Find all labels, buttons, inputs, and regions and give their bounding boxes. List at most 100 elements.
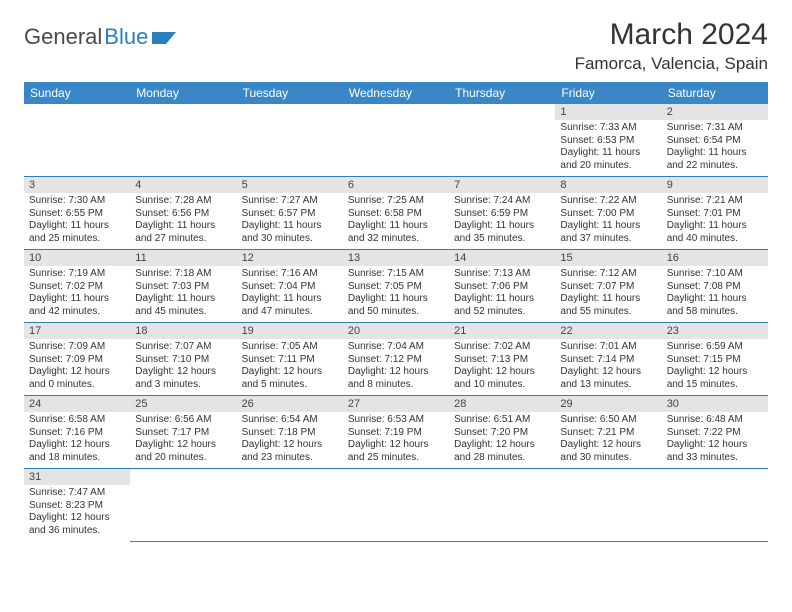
day-info: Sunrise: 7:22 AMSunset: 7:00 PMDaylight:… [555,193,661,249]
calendar-day-cell: 25Sunrise: 6:56 AMSunset: 7:17 PMDayligh… [130,396,236,469]
day-info-line: Daylight: 11 hours [560,147,656,160]
day-info-line: Sunset: 6:53 PM [560,135,656,148]
calendar-empty-cell [237,104,343,177]
logo-text-2: Blue [104,24,148,50]
calendar-day-cell: 11Sunrise: 7:18 AMSunset: 7:03 PMDayligh… [130,250,236,323]
day-info-line: Sunset: 7:18 PM [242,427,338,440]
calendar-day-cell: 4Sunrise: 7:28 AMSunset: 6:56 PMDaylight… [130,177,236,250]
day-info-line: Sunset: 8:23 PM [29,500,125,513]
day-info-line: Daylight: 11 hours [667,147,763,160]
day-info-line: Daylight: 11 hours [242,293,338,306]
day-info-line: and 18 minutes. [29,452,125,465]
day-info-line: Sunset: 7:15 PM [667,354,763,367]
day-info-line: Daylight: 12 hours [242,366,338,379]
day-number: 16 [662,250,768,266]
day-info-line: Daylight: 12 hours [135,366,231,379]
day-info-line: Sunset: 7:09 PM [29,354,125,367]
day-info-line: Sunrise: 6:58 AM [29,414,125,427]
day-info-line: Sunset: 7:14 PM [560,354,656,367]
day-info-line: Sunrise: 7:13 AM [454,268,550,281]
calendar-week-row: 24Sunrise: 6:58 AMSunset: 7:16 PMDayligh… [24,396,768,469]
day-info-line: and 20 minutes. [560,160,656,173]
day-number: 29 [555,396,661,412]
weekday-header: Thursday [449,82,555,104]
day-info-line: Daylight: 12 hours [348,366,444,379]
calendar-day-cell: 26Sunrise: 6:54 AMSunset: 7:18 PMDayligh… [237,396,343,469]
day-number: 31 [24,469,130,485]
day-info-line: Sunset: 6:55 PM [29,208,125,221]
calendar-day-cell: 22Sunrise: 7:01 AMSunset: 7:14 PMDayligh… [555,323,661,396]
calendar-day-cell: 29Sunrise: 6:50 AMSunset: 7:21 PMDayligh… [555,396,661,469]
calendar-day-cell: 14Sunrise: 7:13 AMSunset: 7:06 PMDayligh… [449,250,555,323]
calendar-day-cell: 16Sunrise: 7:10 AMSunset: 7:08 PMDayligh… [662,250,768,323]
day-info-line: Sunset: 6:58 PM [348,208,444,221]
day-info-line: Daylight: 11 hours [29,220,125,233]
calendar-day-cell: 7Sunrise: 7:24 AMSunset: 6:59 PMDaylight… [449,177,555,250]
day-info-line: Daylight: 12 hours [348,439,444,452]
day-info: Sunrise: 7:01 AMSunset: 7:14 PMDaylight:… [555,339,661,395]
day-number: 20 [343,323,449,339]
day-number: 26 [237,396,343,412]
day-info-line: Sunrise: 7:15 AM [348,268,444,281]
calendar-empty-cell [130,104,236,177]
day-info-line: Sunset: 7:11 PM [242,354,338,367]
day-info: Sunrise: 7:09 AMSunset: 7:09 PMDaylight:… [24,339,130,395]
day-info: Sunrise: 6:58 AMSunset: 7:16 PMDaylight:… [24,412,130,468]
weekday-header-row: SundayMondayTuesdayWednesdayThursdayFrid… [24,82,768,104]
day-info-line: and 32 minutes. [348,233,444,246]
day-info: Sunrise: 7:07 AMSunset: 7:10 PMDaylight:… [130,339,236,395]
day-number: 8 [555,177,661,193]
day-info-line: Sunrise: 7:01 AM [560,341,656,354]
day-info-line: Sunrise: 7:18 AM [135,268,231,281]
day-info-line: and 23 minutes. [242,452,338,465]
day-number: 9 [662,177,768,193]
day-info-line: and 0 minutes. [29,379,125,392]
day-number: 11 [130,250,236,266]
day-info-line: and 50 minutes. [348,306,444,319]
day-info-line: Daylight: 12 hours [29,366,125,379]
day-number: 2 [662,104,768,120]
day-info-line: Sunrise: 7:27 AM [242,195,338,208]
calendar-empty-cell [555,469,661,542]
day-info: Sunrise: 7:31 AMSunset: 6:54 PMDaylight:… [662,120,768,176]
day-info: Sunrise: 7:30 AMSunset: 6:55 PMDaylight:… [24,193,130,249]
day-info-line: and 52 minutes. [454,306,550,319]
day-number: 19 [237,323,343,339]
day-info-line: Sunrise: 6:50 AM [560,414,656,427]
logo: GeneralBlue [24,18,178,50]
calendar-day-cell: 21Sunrise: 7:02 AMSunset: 7:13 PMDayligh… [449,323,555,396]
day-info: Sunrise: 6:53 AMSunset: 7:19 PMDaylight:… [343,412,449,468]
day-info: Sunrise: 6:48 AMSunset: 7:22 PMDaylight:… [662,412,768,468]
day-info-line: and 42 minutes. [29,306,125,319]
day-info-line: Sunset: 7:10 PM [135,354,231,367]
day-info-line: Sunrise: 7:30 AM [29,195,125,208]
day-info-line: and 47 minutes. [242,306,338,319]
day-info: Sunrise: 7:33 AMSunset: 6:53 PMDaylight:… [555,120,661,176]
day-number: 30 [662,396,768,412]
calendar-day-cell: 3Sunrise: 7:30 AMSunset: 6:55 PMDaylight… [24,177,130,250]
day-info-line: Sunset: 7:21 PM [560,427,656,440]
day-info-line: Daylight: 11 hours [667,220,763,233]
day-number: 13 [343,250,449,266]
day-info-line: Daylight: 12 hours [135,439,231,452]
day-info-line: Sunset: 7:17 PM [135,427,231,440]
day-info: Sunrise: 7:13 AMSunset: 7:06 PMDaylight:… [449,266,555,322]
calendar-empty-cell [130,469,236,542]
day-number: 6 [343,177,449,193]
day-info-line: and 10 minutes. [454,379,550,392]
day-info-line: Sunrise: 6:53 AM [348,414,444,427]
day-info-line: Sunset: 7:04 PM [242,281,338,294]
day-info: Sunrise: 6:51 AMSunset: 7:20 PMDaylight:… [449,412,555,468]
calendar-week-row: 17Sunrise: 7:09 AMSunset: 7:09 PMDayligh… [24,323,768,396]
day-info-line: Sunset: 7:16 PM [29,427,125,440]
day-info-line: Sunset: 7:01 PM [667,208,763,221]
day-info-line: Sunrise: 7:04 AM [348,341,444,354]
day-info-line: Sunrise: 7:22 AM [560,195,656,208]
day-info-line: Sunset: 6:56 PM [135,208,231,221]
calendar-day-cell: 31Sunrise: 7:47 AMSunset: 8:23 PMDayligh… [24,469,130,542]
calendar-empty-cell [449,469,555,542]
calendar-week-row: 10Sunrise: 7:19 AMSunset: 7:02 PMDayligh… [24,250,768,323]
day-number: 25 [130,396,236,412]
calendar-day-cell: 19Sunrise: 7:05 AMSunset: 7:11 PMDayligh… [237,323,343,396]
calendar-day-cell: 13Sunrise: 7:15 AMSunset: 7:05 PMDayligh… [343,250,449,323]
